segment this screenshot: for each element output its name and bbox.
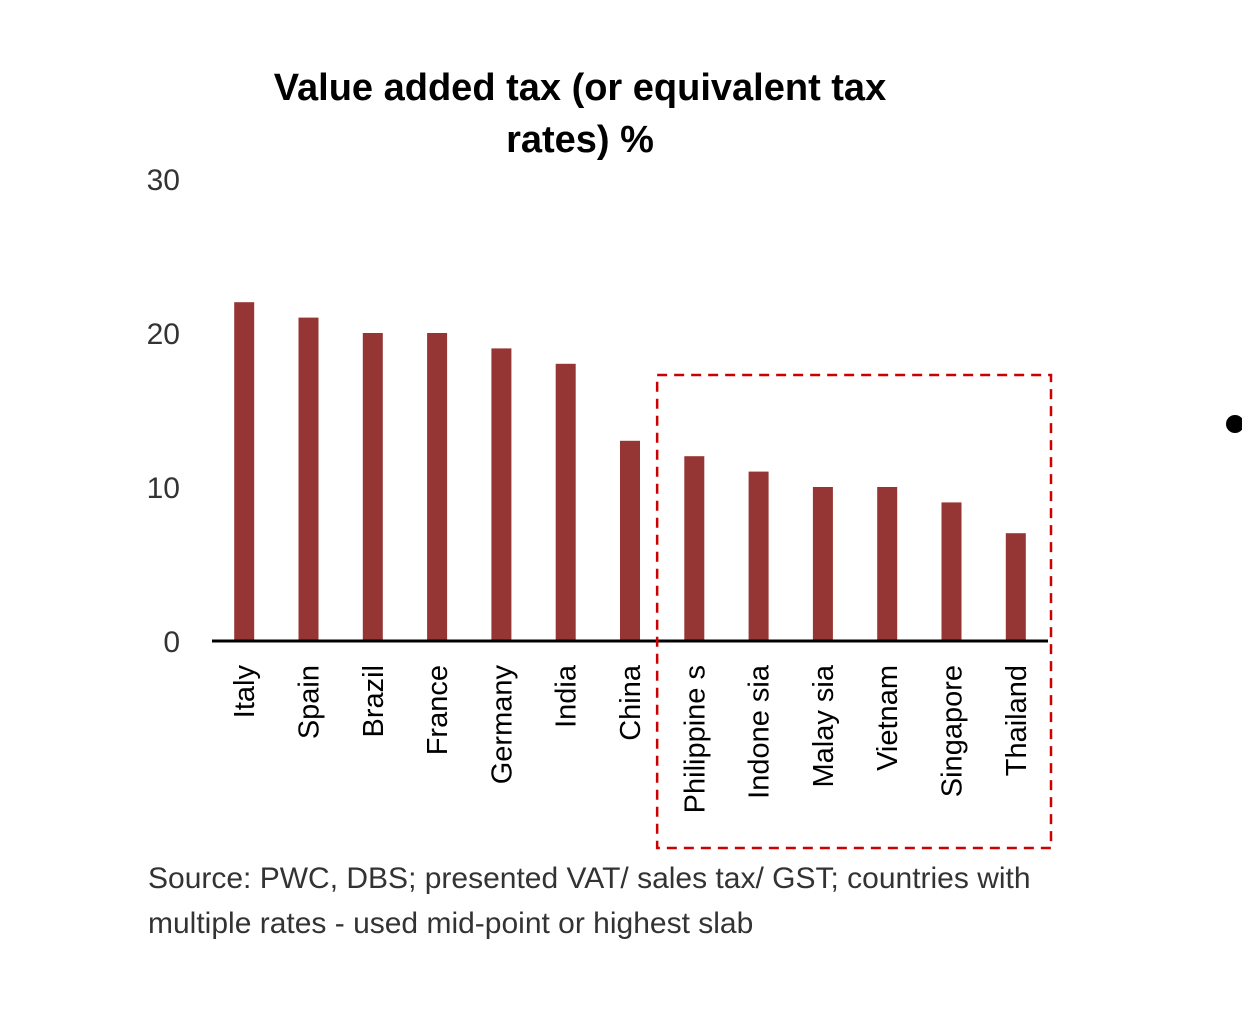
- bar-10: [877, 487, 898, 641]
- x-tick-label-11: Singapore: [937, 665, 969, 797]
- bar-6: [620, 440, 640, 641]
- x-tick-label-4: Germany: [486, 665, 518, 785]
- bar-3: [427, 333, 448, 641]
- bar-4: [491, 348, 512, 641]
- x-tick-label-5: India: [551, 664, 583, 728]
- x-tick-label-6: China: [615, 664, 647, 741]
- bar-2: [362, 333, 383, 641]
- x-tick-label-10: Vietnam: [872, 665, 904, 771]
- x-tick-label-12: Thailand: [1001, 665, 1033, 776]
- bar-8: [748, 471, 769, 641]
- bar-1: [298, 317, 319, 641]
- x-tick-label-0: Italy: [229, 665, 261, 719]
- highlight-box: [655, 373, 1053, 850]
- chart-title-line-2: rates) %: [506, 119, 654, 161]
- x-tick-label-8: Indone sia: [744, 664, 776, 799]
- y-tick-label-0: 0: [163, 626, 180, 659]
- y-tick-label-1: 10: [147, 472, 180, 505]
- chart-title: Value added tax (or equivalent tax rates…: [210, 62, 950, 166]
- bar-7: [684, 456, 705, 641]
- x-tick-label-7: Philippine s: [679, 665, 711, 813]
- y-tick-label-2: 20: [147, 318, 180, 351]
- bar-5: [555, 363, 576, 641]
- bar-12: [1005, 533, 1026, 641]
- bar-9: [812, 487, 833, 641]
- x-tick-label-2: Brazil: [358, 665, 390, 738]
- chart-title-line-1: Value added tax (or equivalent tax: [273, 67, 887, 109]
- x-tick-label-1: Spain: [293, 665, 325, 739]
- source-note: Source: PWC, DBS; presented VAT/ sales t…: [148, 862, 1031, 940]
- x-tick-label-3: France: [422, 665, 454, 755]
- bar-11: [941, 502, 962, 641]
- y-tick-label-3: 30: [147, 164, 180, 197]
- x-tick-label-9: Malay sia: [808, 664, 840, 787]
- bullet-dot: [1226, 415, 1242, 433]
- bar-0: [234, 302, 255, 641]
